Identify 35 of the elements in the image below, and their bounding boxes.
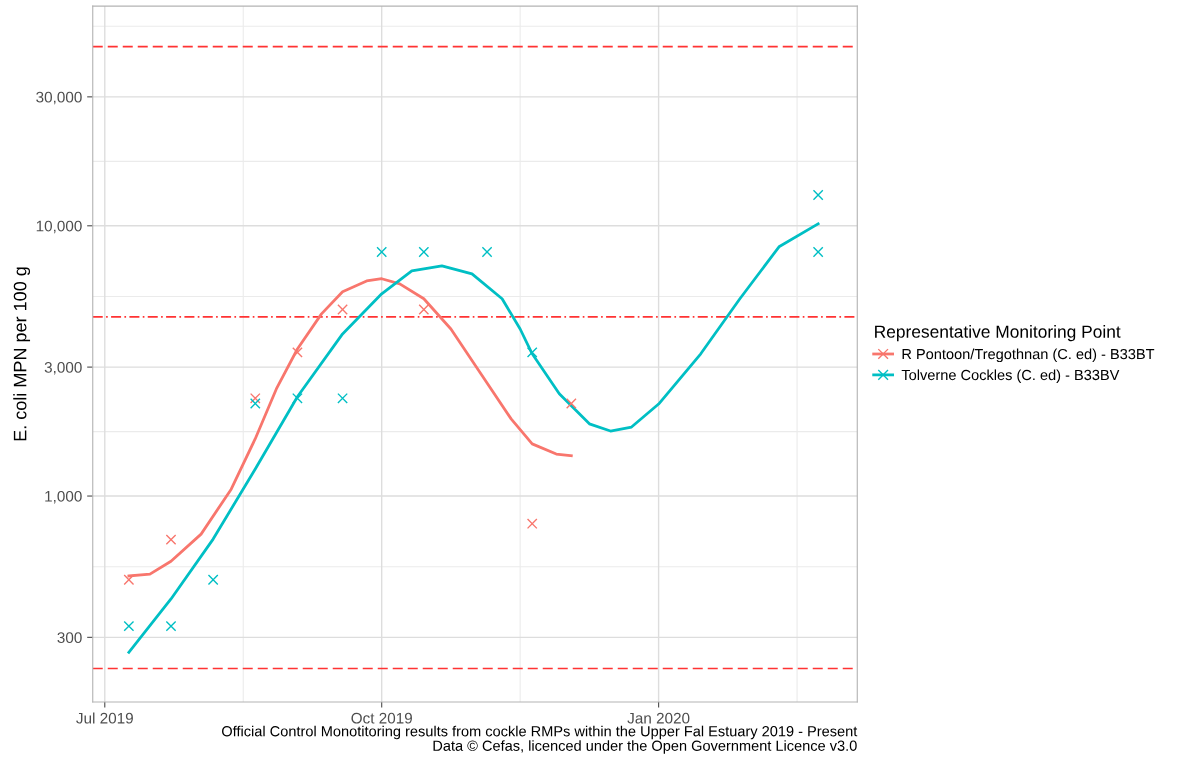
point <box>812 189 824 201</box>
legend-label: Tolverne Cockles (C. ed) - B33BV <box>901 369 1120 383</box>
point <box>418 304 430 315</box>
point <box>481 246 493 258</box>
point <box>207 574 219 586</box>
point <box>165 620 177 632</box>
point <box>526 347 538 358</box>
point <box>565 398 577 409</box>
legend-title: Representative Monitoring Point <box>875 325 1121 342</box>
x-tick-label: Jan 2020 <box>627 712 690 724</box>
point <box>292 347 303 358</box>
y-tick-label: 300 <box>57 632 82 644</box>
point <box>337 392 348 404</box>
y-tick-label: 1,000 <box>45 490 82 504</box>
y-tick-label: 3,000 <box>44 361 82 375</box>
x-tick-label: Jul 2019 <box>76 712 133 724</box>
point <box>292 392 303 404</box>
point <box>337 304 348 315</box>
point <box>249 398 261 409</box>
point <box>812 246 824 258</box>
y-tick-label: 10,000 <box>36 220 82 234</box>
point <box>123 620 135 632</box>
point <box>526 518 538 530</box>
y-axis-title: E. coli MPN per 100 g <box>13 267 31 441</box>
text: Official Control Monotitoring results from cockle RMPs within the Upper Fal Estuary 2019 - Present <box>222 725 858 740</box>
text: Data © Cefas, licenced under the Open Government Licence v3.0 <box>433 740 857 754</box>
point <box>249 392 261 404</box>
point <box>418 246 430 258</box>
legend-label: R Pontoon/Tregothnan (C. ed) - B33BT <box>902 348 1155 363</box>
x-tick-label: Oct 2019 <box>351 712 412 724</box>
y-tick-label: 30,000 <box>36 91 82 105</box>
point <box>165 534 177 545</box>
point <box>123 574 135 586</box>
point <box>376 246 388 258</box>
line-series <box>127 222 820 654</box>
